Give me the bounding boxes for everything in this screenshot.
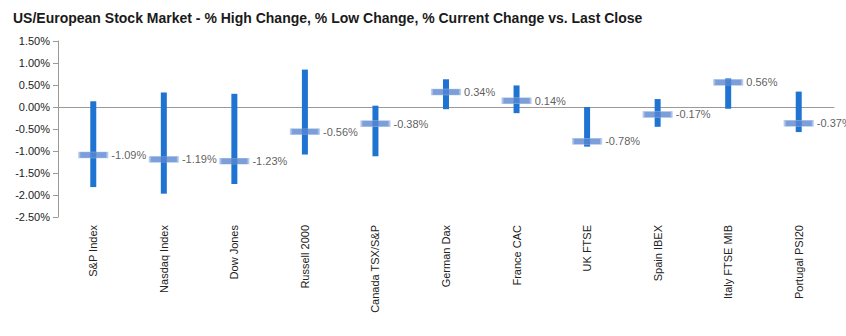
svg-text:-0.17%: -0.17% [676, 108, 711, 120]
svg-text:France CAC: France CAC [511, 225, 523, 286]
svg-text:Nasdaq Index: Nasdaq Index [158, 225, 170, 293]
svg-text:-1.23%: -1.23% [252, 155, 287, 167]
svg-text:Russell 2000: Russell 2000 [299, 225, 311, 289]
svg-text:-1.19%: -1.19% [182, 153, 217, 165]
svg-text:-0.37%: -0.37% [817, 117, 846, 129]
svg-text:-1.50%: -1.50% [15, 167, 50, 179]
svg-text:S&P Index: S&P Index [87, 225, 99, 277]
svg-text:-0.78%: -0.78% [605, 135, 640, 147]
svg-text:1.00%: 1.00% [19, 57, 50, 69]
svg-text:-1.00%: -1.00% [15, 145, 50, 157]
svg-text:0.34%: 0.34% [464, 86, 495, 98]
svg-text:0.14%: 0.14% [535, 95, 566, 107]
svg-text:German Dax: German Dax [440, 225, 452, 288]
svg-text:0.56%: 0.56% [746, 76, 777, 88]
svg-text:-2.50%: -2.50% [15, 211, 50, 223]
svg-text:-0.56%: -0.56% [323, 126, 358, 138]
svg-text:Portugal PSI20: Portugal PSI20 [793, 225, 805, 299]
svg-text:Italy FTSE MIB: Italy FTSE MIB [722, 225, 734, 299]
svg-text:US/European Stock Market - % H: US/European Stock Market - % High Change… [13, 10, 643, 26]
svg-text:-0.38%: -0.38% [394, 118, 429, 130]
svg-text:Dow Jones: Dow Jones [228, 225, 240, 280]
svg-text:0.50%: 0.50% [19, 79, 50, 91]
svg-text:1.50%: 1.50% [19, 35, 50, 47]
svg-text:UK FTSE: UK FTSE [581, 225, 593, 271]
svg-text:-0.50%: -0.50% [15, 123, 50, 135]
svg-text:-1.09%: -1.09% [111, 149, 146, 161]
svg-text:-2.00%: -2.00% [15, 189, 50, 201]
svg-text:Canada TSX/S&P: Canada TSX/S&P [369, 225, 381, 313]
svg-text:0.00%: 0.00% [19, 101, 50, 113]
svg-text:Spain IBEX: Spain IBEX [652, 224, 664, 281]
